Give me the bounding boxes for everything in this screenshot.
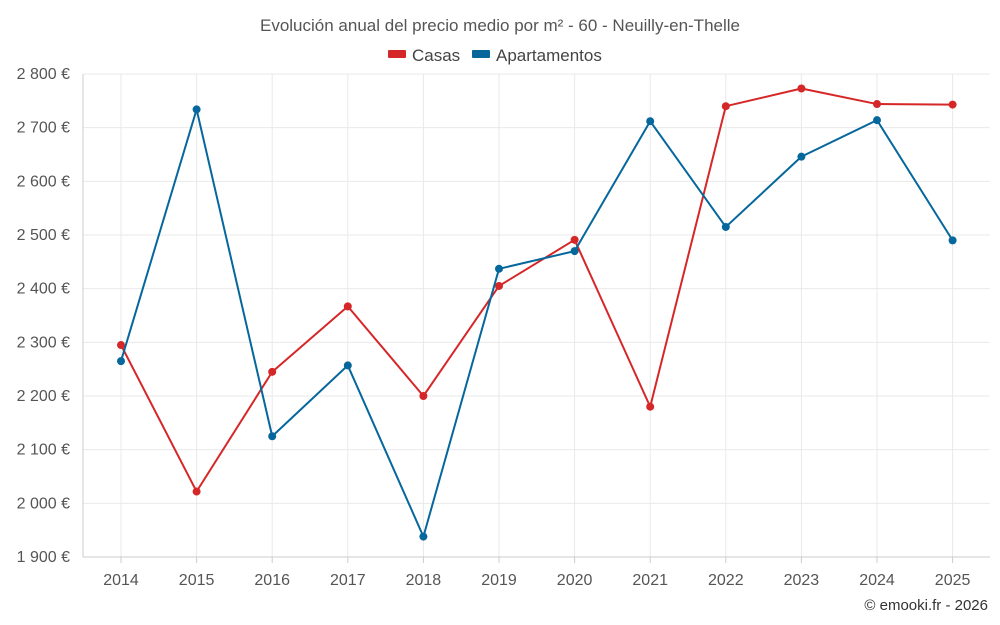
data-point-casas[interactable] — [268, 367, 277, 376]
data-point-apartamentos[interactable] — [721, 222, 730, 231]
data-point-apartamentos[interactable] — [570, 247, 579, 256]
legend-item-casas[interactable]: Casas — [388, 46, 460, 65]
data-point-apartamentos[interactable] — [873, 116, 881, 125]
series-apartamentos — [117, 105, 957, 541]
data-point-casas[interactable] — [948, 100, 957, 109]
series-casas — [117, 84, 957, 496]
credit-text: © emooki.fr - 2026 — [864, 597, 988, 614]
data-point-casas[interactable] — [797, 84, 806, 93]
y-tick-label: 2 000 € — [17, 495, 70, 512]
y-tick-label: 2 300 € — [17, 334, 70, 351]
y-tick-label: 2 100 € — [17, 442, 70, 459]
data-point-apartamentos[interactable] — [117, 357, 125, 366]
y-tick-label: 2 500 € — [17, 227, 70, 244]
series — [117, 84, 957, 541]
legend-swatch-apartamentos — [472, 50, 490, 58]
x-tick-label: 2020 — [557, 572, 593, 589]
data-point-apartamentos[interactable] — [495, 264, 503, 273]
x-tick-label: 2025 — [935, 572, 971, 589]
data-point-apartamentos[interactable] — [343, 361, 352, 370]
data-point-apartamentos[interactable] — [419, 532, 428, 541]
x-tick-label: 2022 — [708, 572, 744, 589]
data-point-casas[interactable] — [721, 102, 730, 111]
x-tick-label: 2015 — [179, 572, 215, 589]
data-point-apartamentos[interactable] — [192, 105, 201, 114]
data-point-apartamentos[interactable] — [948, 236, 957, 245]
data-point-casas[interactable] — [419, 392, 428, 400]
x-tick-label: 2024 — [859, 572, 895, 589]
data-point-casas[interactable] — [646, 402, 655, 411]
legend-label-apartamentos: Apartamentos — [496, 46, 602, 65]
y-tick-label: 2 800 € — [17, 66, 70, 83]
legend-swatch-casas — [388, 50, 406, 58]
data-point-apartamentos[interactable] — [268, 432, 277, 441]
series-line-casas — [120, 87, 953, 493]
legend-item-apartamentos[interactable]: Apartamentos — [472, 46, 602, 65]
y-tick-label: 2 600 € — [17, 173, 70, 190]
chart-title: Evolución anual del precio medio por m² … — [260, 16, 740, 35]
data-point-casas[interactable] — [873, 100, 881, 109]
y-tick-label: 2 200 € — [17, 388, 70, 405]
data-point-casas[interactable] — [495, 281, 503, 290]
data-point-casas[interactable] — [192, 487, 201, 496]
y-tick-label: 2 400 € — [17, 281, 70, 298]
axes: 1 900 € 2 000 € 2 100 € 2 200 € 2 300 € 2 400… — [17, 66, 990, 589]
x-tick-label: 2023 — [784, 572, 820, 589]
x-tick-label: 2014 — [103, 572, 139, 589]
data-point-apartamentos[interactable] — [646, 117, 655, 126]
legend-label-casas: Casas — [412, 46, 460, 65]
data-point-casas[interactable] — [343, 302, 352, 311]
x-tick-label: 2021 — [632, 572, 668, 589]
data-point-casas[interactable] — [570, 235, 579, 244]
legend: Casas Apartamentos — [388, 46, 602, 65]
y-tick-label: 1 900 € — [17, 549, 70, 566]
y-tick-label: 2 700 € — [17, 120, 70, 137]
data-point-apartamentos[interactable] — [797, 152, 806, 161]
data-point-casas[interactable] — [117, 341, 125, 350]
series-line-apartamentos — [120, 108, 954, 538]
x-tick-label: 2017 — [330, 572, 366, 589]
x-tick-label: 2016 — [254, 572, 290, 589]
gridlines — [83, 73, 990, 557]
x-tick-label: 2018 — [406, 572, 442, 589]
x-tick-label: 2019 — [481, 572, 517, 589]
